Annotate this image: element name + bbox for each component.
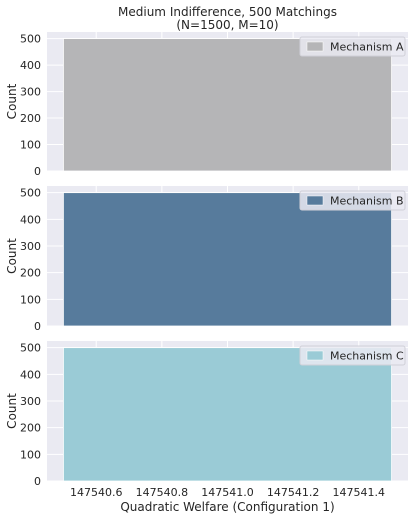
y-tick-label: 200 — [20, 267, 41, 280]
histogram-bar — [63, 192, 392, 327]
y-tick-label: 100 — [20, 448, 41, 461]
y-tick-label: 400 — [20, 59, 41, 72]
legend-swatch — [306, 350, 324, 361]
y-tick-label: 400 — [20, 368, 41, 381]
x-axis-label: Quadratic Welfare (Configuration 1) — [120, 500, 334, 514]
y-tick-label: 300 — [20, 86, 41, 99]
legend-box — [299, 345, 406, 366]
y-tick-label: 400 — [20, 213, 41, 226]
y-tick-label: 500 — [20, 33, 41, 46]
chart-title: (N=1500, M=10) — [176, 18, 278, 32]
y-tick-label: 300 — [20, 395, 41, 408]
y-tick-label: 100 — [20, 139, 41, 152]
y-tick-label: 200 — [20, 422, 41, 435]
legend-box — [299, 36, 406, 57]
y-tick-label: 0 — [34, 475, 41, 488]
y-tick-label: 0 — [34, 320, 41, 333]
legend-box — [299, 190, 406, 211]
y-axis-label: Count — [5, 238, 19, 274]
histogram-bar — [63, 38, 392, 172]
histogram-bar — [63, 347, 392, 482]
y-tick-label: 300 — [20, 240, 41, 253]
legend-label: Mechanism B — [330, 195, 404, 208]
y-tick-label: 500 — [20, 342, 41, 355]
y-axis-label: Count — [5, 83, 19, 119]
y-tick-label: 0 — [34, 165, 41, 178]
legend-swatch — [306, 195, 324, 206]
x-tick-label: 147541.2 — [267, 486, 320, 499]
legend-label: Mechanism A — [330, 41, 404, 54]
chart-title: Medium Indifference, 500 Matchings — [118, 5, 337, 19]
y-axis-label: Count — [5, 393, 19, 429]
y-tick-label: 100 — [20, 293, 41, 306]
x-tick-label: 147541.0 — [201, 486, 254, 499]
y-tick-label: 200 — [20, 112, 41, 125]
x-tick-label: 147541.4 — [333, 486, 386, 499]
legend-swatch — [306, 41, 324, 52]
x-tick-label: 147540.6 — [70, 486, 123, 499]
x-tick-label: 147540.8 — [136, 486, 189, 499]
y-tick-label: 500 — [20, 187, 41, 200]
legend-label: Mechanism C — [330, 350, 404, 363]
